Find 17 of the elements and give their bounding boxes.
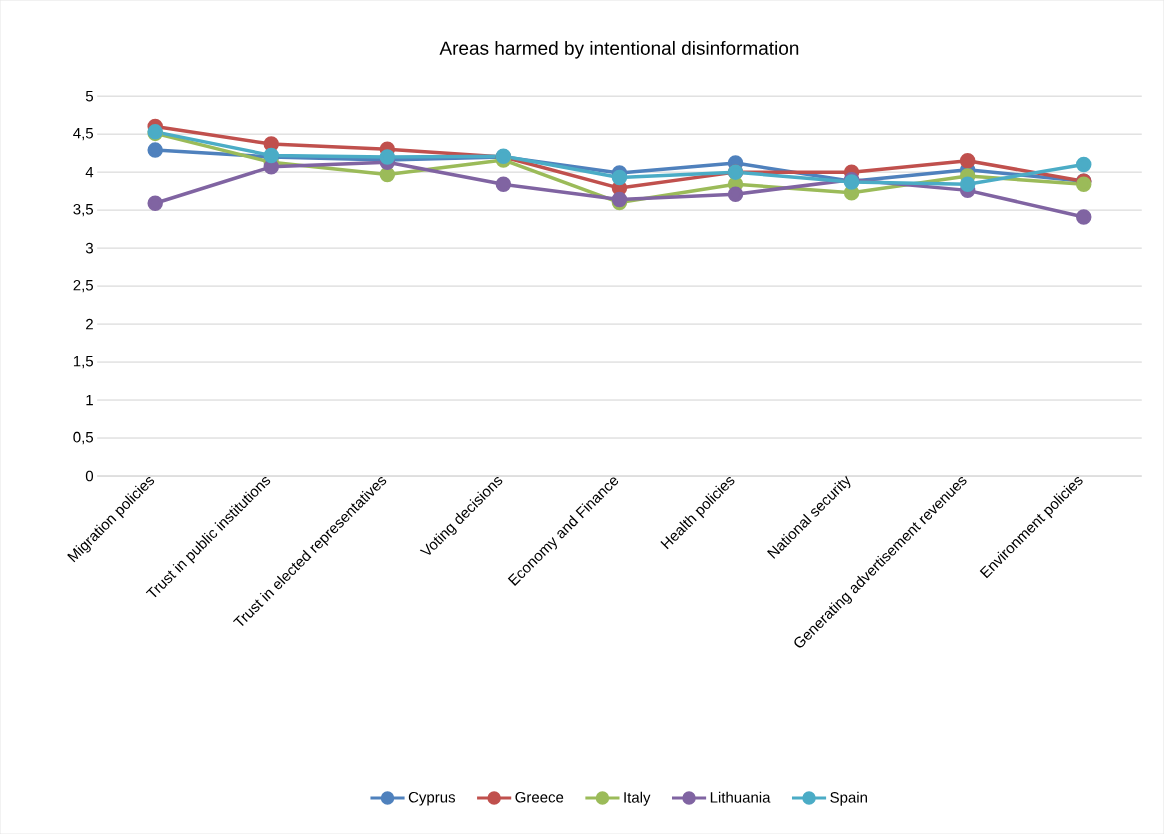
y-tick-label: 4,5: [73, 127, 94, 141]
legend-label: Spain: [830, 791, 867, 806]
y-tick-label: 4: [85, 166, 94, 178]
y-tick-label: 0,5: [73, 431, 94, 445]
y-tick-label: 1,5: [73, 355, 94, 369]
y-tick-label: 3: [85, 242, 93, 254]
y-tick-label: 2,5: [73, 279, 94, 293]
y-tick-label: 5: [85, 90, 94, 102]
y-tick-label: 0: [85, 470, 94, 482]
chart-title: Areas harmed by intentional disinformation: [439, 40, 799, 59]
legend-label: Greece: [515, 791, 564, 803]
legend-label: Italy: [624, 791, 651, 806]
y-tick-label: 1: [86, 394, 93, 406]
legend-label: Cyprus: [408, 791, 456, 806]
legend-label: Lithuania: [710, 791, 771, 803]
y-tick-label: 2: [86, 318, 93, 330]
y-tick-label: 3,5: [73, 203, 94, 217]
